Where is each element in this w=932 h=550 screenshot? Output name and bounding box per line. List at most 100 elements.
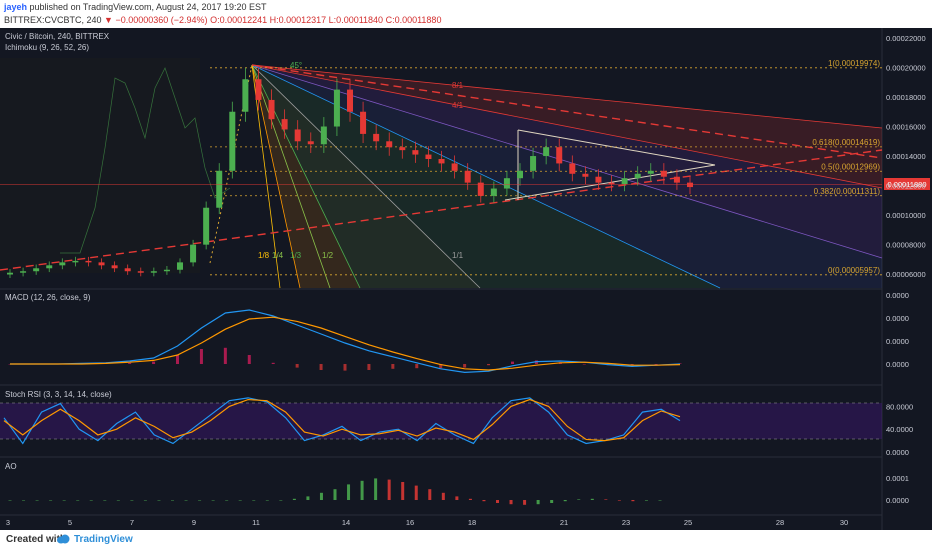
time-tick-label: 5: [68, 518, 72, 527]
candle-body[interactable]: [425, 154, 432, 159]
time-tick-label: 25: [684, 518, 692, 527]
candle-body[interactable]: [190, 244, 197, 263]
candle-body[interactable]: [517, 170, 523, 179]
candle-body[interactable]: [7, 272, 13, 275]
macd-pane[interactable]: 0.0000 0.0000 0.0000 0.0000: [8, 291, 909, 374]
candle-body[interactable]: [595, 176, 602, 183]
time-axis[interactable]: 3 5 7 9 11 14 16 18 21 23 25 28 30: [6, 518, 848, 527]
candle-body[interactable]: [124, 268, 131, 272]
stochrsi-tick-label: 40.0000: [886, 425, 913, 434]
ao-tick-label: 0.0000: [886, 496, 909, 505]
macd-signal-line: [10, 316, 681, 371]
ao-bar: [198, 500, 202, 501]
candle-body[interactable]: [347, 89, 353, 112]
time-tick-label: 7: [130, 518, 134, 527]
fan-label: 1/1: [452, 251, 464, 260]
candle-body[interactable]: [46, 265, 53, 269]
candle-body[interactable]: [203, 207, 210, 245]
author-link[interactable]: jayeh: [4, 2, 28, 12]
candle-body[interactable]: [255, 79, 262, 100]
chart-title: Civic / Bitcoin, 240, BITTREX: [5, 32, 110, 41]
price-tick-label: 0.00010000: [886, 211, 926, 220]
candle-body[interactable]: [647, 170, 654, 174]
candle-body[interactable]: [687, 182, 693, 188]
fan-label: 1/8: [258, 251, 270, 260]
ao-bar: [211, 500, 215, 501]
down-arrow-icon: ▼: [104, 15, 113, 25]
ao-bar: [523, 500, 527, 505]
candle-body[interactable]: [673, 176, 680, 183]
candle-body[interactable]: [503, 178, 510, 189]
candle-body[interactable]: [569, 163, 576, 174]
macd-histogram-bar: [128, 362, 132, 364]
candle-body[interactable]: [386, 141, 393, 148]
candle-body[interactable]: [137, 271, 144, 273]
ao-bar: [604, 499, 608, 500]
ao-bar: [455, 496, 459, 500]
candle-body[interactable]: [98, 262, 105, 266]
candle-body[interactable]: [634, 173, 641, 179]
candle-body[interactable]: [490, 188, 497, 196]
price-tick-label: 0.00018000: [886, 93, 926, 102]
stochrsi-pane[interactable]: 80.0000 40.0000 0.0000: [3, 397, 913, 457]
candle-body[interactable]: [464, 170, 471, 183]
fib-level-label: 0.382(0.00011311): [814, 187, 881, 196]
candle-body[interactable]: [111, 265, 118, 269]
ao-bar: [130, 500, 134, 501]
candlestick-series[interactable]: [7, 67, 693, 279]
chart-canvas[interactable]: 1(0.00019974) 0.618(0.00014619) 0.5(0.0001…: [0, 28, 932, 530]
price-change: −0.00000360 (−2.94%): [115, 15, 208, 25]
ao-bar: [76, 500, 80, 501]
candle-body[interactable]: [621, 178, 628, 185]
ao-bar: [590, 498, 594, 500]
candle-body[interactable]: [150, 271, 157, 273]
candle-body[interactable]: [33, 268, 40, 272]
candle-body[interactable]: [373, 133, 380, 142]
fan-label: 1/4: [272, 251, 284, 260]
macd-tick-label: 0.0000: [886, 291, 909, 300]
candle-body[interactable]: [543, 147, 550, 157]
candle-body[interactable]: [281, 119, 288, 130]
candle-body[interactable]: [412, 150, 419, 155]
candle-body[interactable]: [72, 260, 79, 263]
ao-bar: [374, 478, 378, 500]
macd-histogram-bar: [582, 364, 586, 365]
candle-body[interactable]: [20, 271, 27, 273]
candle-body[interactable]: [177, 262, 183, 270]
candle-body[interactable]: [333, 89, 340, 127]
candle-body[interactable]: [660, 170, 667, 177]
ao-bar: [496, 500, 499, 503]
candle-body[interactable]: [582, 173, 589, 177]
macd-histogram-bar: [678, 363, 682, 364]
candle-body[interactable]: [556, 147, 563, 164]
ao-bar: [292, 498, 296, 500]
candle-body[interactable]: [320, 126, 327, 145]
candle-body[interactable]: [477, 182, 484, 196]
ao-bar: [171, 500, 174, 501]
candle-body[interactable]: [438, 159, 445, 164]
candle-body[interactable]: [530, 156, 537, 171]
ao-pane[interactable]: 0.0001 0.0000: [8, 474, 909, 505]
price-axis[interactable]: 0.00022000 0.00020000 0.00018000 0.00016000…: [886, 34, 926, 279]
candle-body[interactable]: [307, 141, 314, 145]
candle-body[interactable]: [294, 129, 301, 142]
candle-body[interactable]: [360, 111, 367, 134]
candle-body[interactable]: [268, 99, 275, 120]
ao-bar: [617, 500, 621, 501]
candle-body[interactable]: [85, 260, 92, 263]
ao-title: AO: [5, 462, 17, 471]
candle-body[interactable]: [399, 147, 406, 151]
fib-level-label: 0(0.00005957): [828, 266, 880, 275]
candle-body[interactable]: [608, 182, 615, 185]
candle-body[interactable]: [163, 269, 170, 272]
macd-histogram-bar: [654, 364, 658, 365]
candle-body[interactable]: [451, 163, 458, 171]
tradingview-brand[interactable]: TradingView: [74, 534, 133, 545]
stochrsi-k-line: [3, 397, 681, 445]
candle-body[interactable]: [216, 170, 223, 208]
stochrsi-tick-label: 80.0000: [886, 402, 913, 411]
candle-body[interactable]: [242, 79, 249, 112]
candle-body[interactable]: [229, 111, 236, 171]
candle-body[interactable]: [59, 262, 66, 266]
symbol-label: BITTREX:CVCBTC, 240: [4, 15, 102, 25]
